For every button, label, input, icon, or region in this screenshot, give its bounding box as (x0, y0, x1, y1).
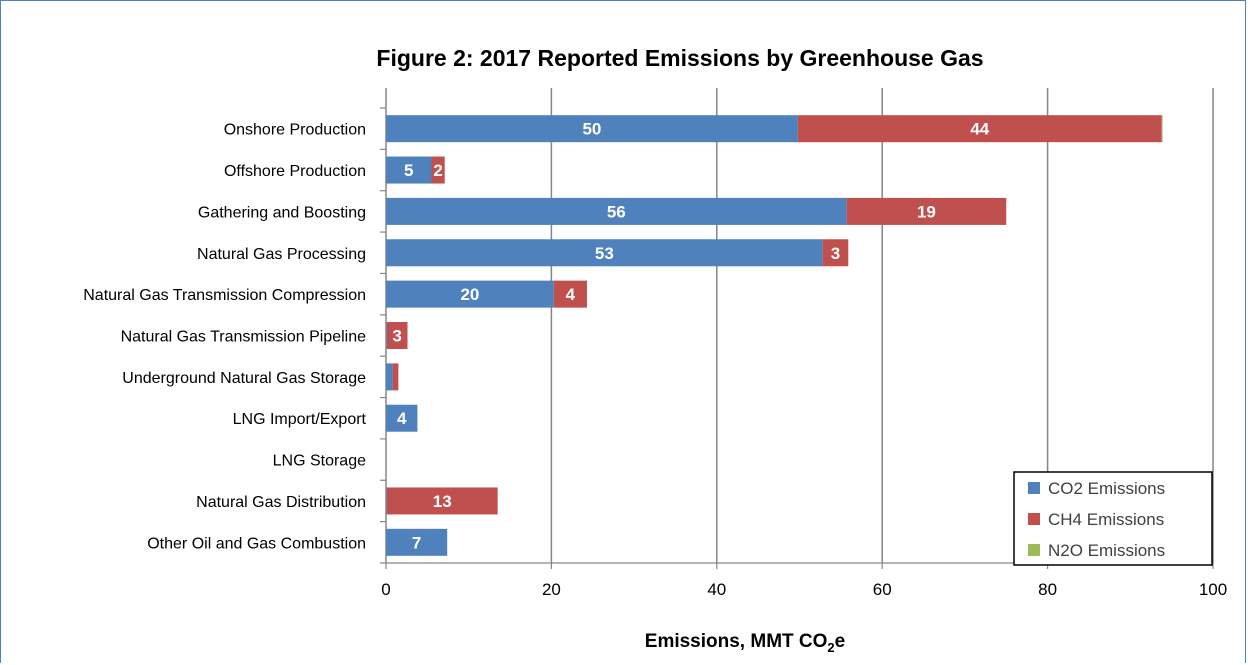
bar-co2 (386, 404, 418, 432)
data-label: 3 (831, 244, 840, 263)
legend-box (1013, 471, 1213, 566)
bar-co2 (386, 115, 798, 143)
data-label: 20 (460, 285, 479, 304)
bar-ch4 (797, 115, 1162, 143)
bar-ch4 (553, 280, 587, 308)
category-label: Natural Gas Distribution (196, 494, 366, 511)
legend-label: CH4 Emissions (1048, 510, 1164, 529)
x-tick-label-60: 60 (873, 580, 892, 599)
bar-co2 (386, 156, 432, 184)
category-label: Onshore Production (224, 122, 366, 139)
data-label: 19 (917, 202, 936, 221)
bar-ch4 (822, 239, 849, 267)
data-label: 4 (566, 285, 576, 304)
data-label: 2 (433, 161, 442, 180)
legend-swatch (1028, 482, 1040, 494)
x-tick-label-100: 100 (1199, 580, 1227, 599)
bar-co2 (386, 487, 387, 515)
data-label: 44 (970, 120, 989, 139)
bar-co2 (386, 322, 387, 349)
bar-co2 (386, 528, 448, 556)
category-labels: Onshore Production Offshore Production Gat… (83, 122, 366, 553)
legend: CO2 Emissions CH4 Emissions N2O Emissions (1013, 471, 1213, 566)
x-tick-label-20: 20 (542, 580, 561, 599)
data-label: 53 (595, 244, 614, 263)
bars: 50 44 5 2 56 19 53 3 20 4 3 4 13 7 (386, 115, 1163, 556)
category-label: Offshore Production (224, 163, 366, 180)
x-tick-label-0: 0 (381, 580, 390, 599)
x-axis-title: Emissions, MMT CO2e (645, 631, 845, 655)
x-tick-label-80: 80 (1038, 580, 1057, 599)
data-label: 3 (392, 327, 401, 346)
category-label: Other Oil and Gas Combustion (147, 535, 366, 552)
legend-label: CO2 Emissions (1048, 479, 1165, 498)
data-label: 4 (397, 409, 407, 428)
bar-co2 (386, 197, 847, 225)
bar-ch4 (386, 487, 498, 515)
bar-n2o (1161, 115, 1163, 143)
data-label: 50 (582, 120, 601, 139)
x-axis-title-suffix: e (835, 631, 846, 652)
legend-swatch (1028, 513, 1040, 525)
data-label: 56 (607, 202, 626, 221)
data-label: 7 (412, 533, 421, 552)
category-label: LNG Import/Export (233, 411, 367, 428)
bar-co2 (386, 239, 823, 267)
legend-swatch (1028, 544, 1040, 556)
category-label: Natural Gas Processing (197, 246, 366, 263)
bar-co2 (386, 280, 554, 308)
x-tick-label-40: 40 (707, 580, 726, 599)
data-label: 5 (404, 161, 413, 180)
category-label: LNG Storage (273, 453, 366, 470)
chart-title: Figure 2: 2017 Reported Emissions by Gre… (376, 45, 983, 71)
bar-ch4 (431, 156, 445, 184)
category-label: Gathering and Boosting (198, 204, 366, 221)
category-label: Natural Gas Transmission Pipeline (121, 329, 367, 346)
x-axis-title-subscript: 2 (827, 640, 834, 655)
category-label: Underground Natural Gas Storage (122, 370, 366, 387)
legend-label: N2O Emissions (1048, 541, 1165, 560)
bar-ch4 (386, 322, 408, 349)
bar-ch4 (846, 197, 1007, 225)
category-label: Natural Gas Transmission Compression (83, 287, 366, 304)
data-label: 13 (433, 492, 452, 511)
bar-ch4 (392, 363, 399, 391)
x-tick-labels: 0 20 40 60 80 100 (381, 580, 1227, 599)
bar-co2 (386, 363, 393, 391)
